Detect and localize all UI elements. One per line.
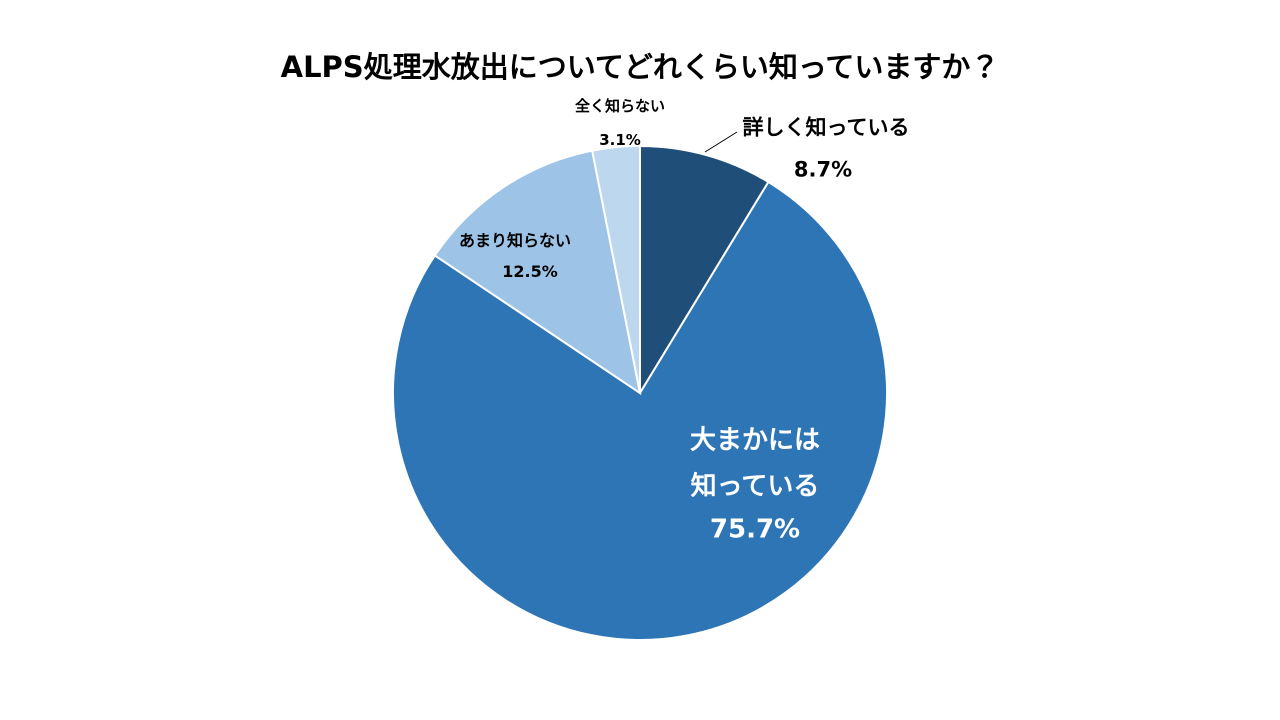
pie-slice [639, 144, 770, 397]
slice-label: あまり知らない [458, 231, 572, 250]
slice-label: 大まかには 知っている [689, 425, 821, 502]
value-label: 12.5% [502, 262, 558, 281]
pie-slice [591, 144, 641, 394]
leader-line [704, 131, 738, 153]
chart-title: ALPS処理水放出についてどれくらい知っていますか？ [280, 50, 1000, 84]
value-label: 8.7% [793, 157, 853, 182]
value-label: 75.7% [709, 514, 801, 545]
value-label: 3.1% [599, 130, 641, 149]
pie-slice [392, 180, 888, 641]
slice-label: 詳しく知っている [742, 115, 910, 140]
pie-slice [433, 149, 642, 396]
slice-label: 全く知らない [574, 96, 666, 115]
